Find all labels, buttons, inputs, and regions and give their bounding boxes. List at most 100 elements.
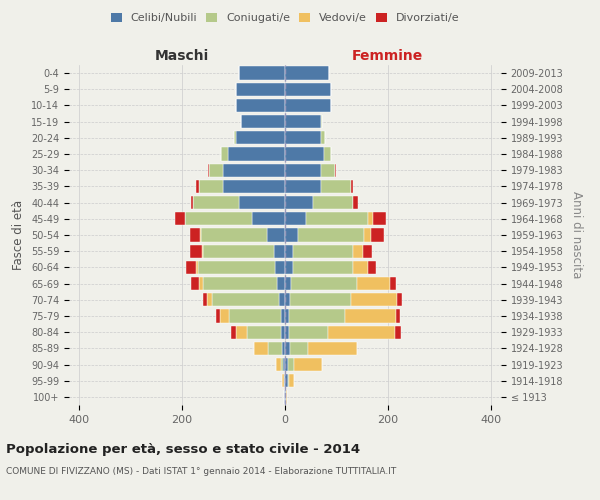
Bar [396,310,400,322]
Bar [281,310,285,322]
Text: COMUNE DI FIVIZZANO (MS) - Dati ISTAT 1° gennaio 2014 - Elaborazione TUTTITALIA.: COMUNE DI FIVIZZANO (MS) - Dati ISTAT 1°… [6,468,396,476]
Bar [289,310,344,322]
Bar [223,180,285,193]
Bar [220,310,229,322]
Bar [274,244,285,258]
Bar [285,228,298,241]
Bar [285,374,287,388]
Bar [231,326,236,339]
Bar [395,326,401,339]
Bar [236,326,247,339]
Bar [285,326,289,339]
Bar [203,277,277,290]
Bar [193,196,239,209]
Bar [313,196,353,209]
Bar [223,164,285,177]
Bar [368,212,373,226]
Bar [279,293,285,306]
Bar [335,164,337,177]
Bar [285,115,321,128]
Bar [285,82,331,96]
Bar [285,99,331,112]
Bar [285,212,305,226]
Bar [284,390,285,404]
Bar [283,358,285,371]
Bar [234,131,236,144]
Bar [199,277,203,290]
Bar [284,374,285,388]
Bar [236,131,285,144]
Bar [305,212,368,226]
Bar [321,115,322,128]
Bar [293,260,353,274]
Bar [190,244,202,258]
Bar [191,277,199,290]
Bar [197,260,275,274]
Bar [285,180,321,193]
Bar [209,164,223,177]
Bar [247,326,281,339]
Bar [285,244,293,258]
Bar [285,277,291,290]
Bar [357,277,391,290]
Bar [353,260,368,274]
Bar [185,212,251,226]
Bar [229,148,285,160]
Bar [196,260,197,274]
Bar [308,342,357,355]
Bar [362,244,372,258]
Bar [351,293,397,306]
Bar [200,228,201,241]
Bar [294,358,322,371]
Bar [285,164,321,177]
Bar [364,228,371,241]
Legend: Celibi/Nubili, Coniugati/e, Vedovi/e, Divorziati/e: Celibi/Nubili, Coniugati/e, Vedovi/e, Di… [110,13,460,23]
Bar [276,358,281,371]
Bar [391,277,395,290]
Bar [268,342,283,355]
Bar [216,310,220,322]
Text: Maschi: Maschi [155,48,209,62]
Bar [239,196,285,209]
Bar [251,212,285,226]
Bar [285,310,289,322]
Bar [281,326,285,339]
Bar [373,212,386,226]
Bar [289,326,328,339]
Bar [351,180,353,193]
Bar [190,228,200,241]
Bar [254,342,268,355]
Bar [328,326,395,339]
Bar [277,277,285,290]
Bar [285,148,323,160]
Bar [290,342,308,355]
Bar [291,277,357,290]
Text: Popolazione per età, sesso e stato civile - 2014: Popolazione per età, sesso e stato civil… [6,442,360,456]
Bar [239,66,285,80]
Bar [283,374,284,388]
Bar [285,196,313,209]
Bar [368,260,376,274]
Bar [397,293,402,306]
Text: Femmine: Femmine [352,48,424,62]
Bar [285,342,290,355]
Bar [285,66,329,80]
Bar [353,196,358,209]
Bar [290,293,351,306]
Bar [207,293,212,306]
Bar [287,358,294,371]
Bar [298,228,364,241]
Bar [283,342,285,355]
Bar [202,244,203,258]
Bar [275,260,285,274]
Bar [321,180,351,193]
Bar [281,358,283,371]
Bar [285,260,293,274]
Bar [321,164,335,177]
Y-axis label: Fasce di età: Fasce di età [13,200,25,270]
Bar [321,131,325,144]
Bar [241,115,285,128]
Bar [201,228,267,241]
Bar [344,310,396,322]
Bar [286,390,287,404]
